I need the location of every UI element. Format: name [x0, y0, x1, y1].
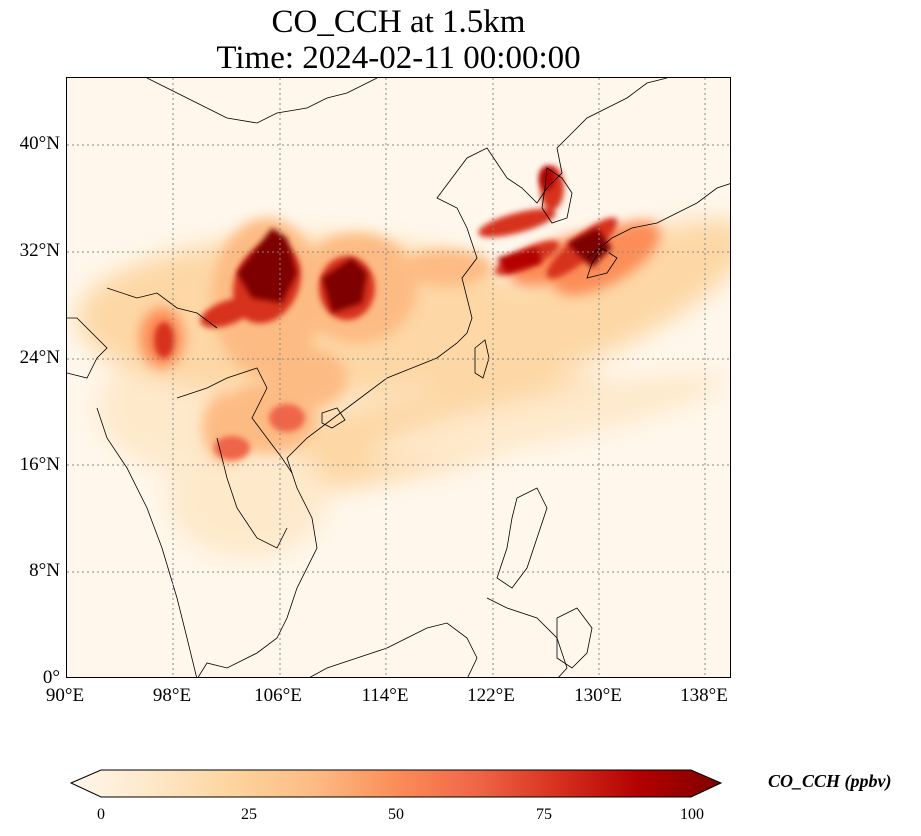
lat-tick-label: 24°N — [19, 347, 60, 368]
map-panel — [66, 77, 731, 678]
lat-tick-label: 0° — [42, 667, 60, 688]
colorbar-tick-label: 25 — [241, 806, 257, 823]
colorbar — [69, 769, 723, 798]
lat-tick-label: 16°N — [19, 454, 60, 475]
concentration-field — [77, 166, 730, 558]
colorbar-label: CO_CCH (ppbv) — [768, 771, 892, 791]
lon-tick-label: 106°E — [254, 685, 302, 706]
colorbar-tick-label: 75 — [536, 806, 552, 823]
chart-title: CO_CCH at 1.5km — [271, 4, 526, 40]
lon-tick-label: 122°E — [467, 685, 515, 706]
lat-tick-label: 8°N — [29, 560, 60, 581]
colorbar-tick-label: 50 — [388, 806, 404, 823]
colorbar-tick-label: 0 — [97, 806, 105, 823]
coastlines — [67, 78, 730, 677]
colorbar-gradient — [69, 769, 723, 798]
colorbar-tick-label: 100 — [680, 806, 704, 823]
lon-tick-label: 90°E — [45, 685, 85, 706]
lon-tick-label: 130°E — [574, 685, 622, 706]
lon-tick-label: 114°E — [361, 685, 409, 706]
lat-tick-label: 32°N — [19, 240, 60, 261]
lon-tick-label: 98°E — [152, 685, 192, 706]
heatmap-map — [67, 78, 730, 677]
gridlines — [67, 78, 730, 677]
lat-tick-label: 40°N — [19, 133, 60, 154]
lon-tick-label: 138°E — [680, 685, 728, 706]
chart-subtitle-time: Time: 2024-02-11 00:00:00 — [216, 40, 581, 76]
